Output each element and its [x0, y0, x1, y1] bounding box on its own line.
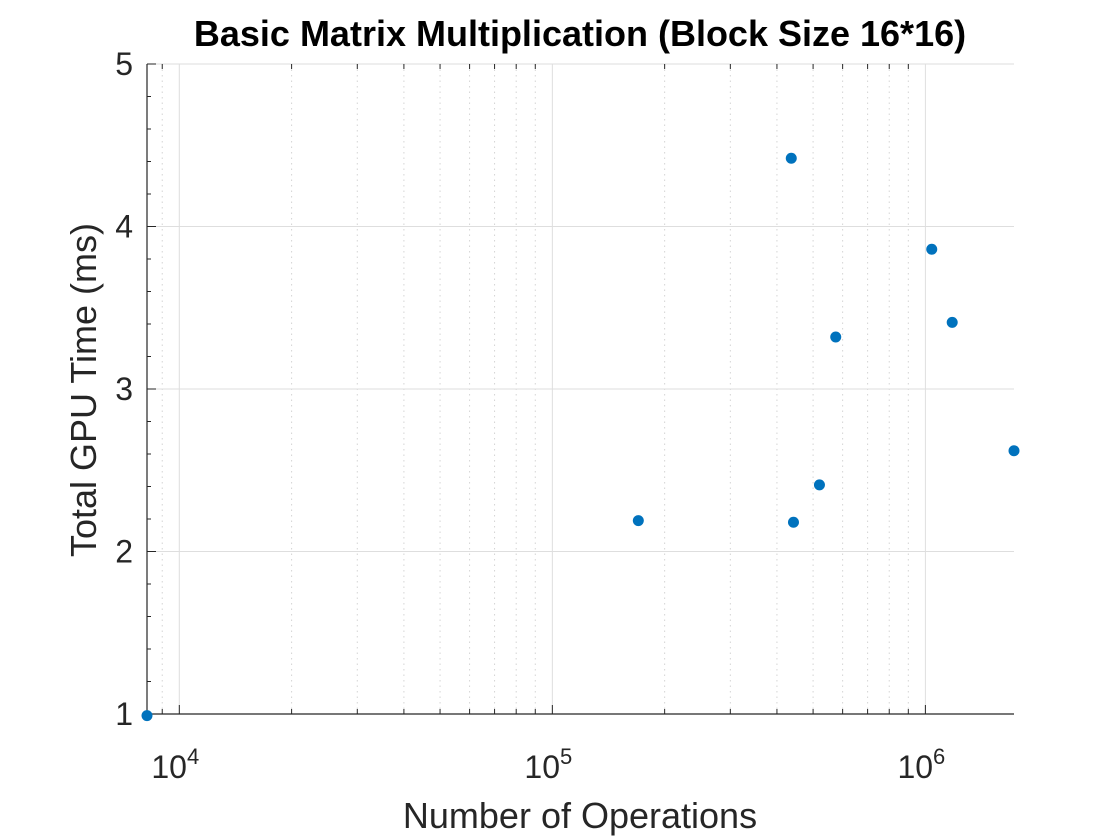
data-point [787, 516, 799, 528]
data-point [926, 243, 938, 255]
x-tick-label: 105 [524, 744, 572, 785]
x-axis-label: Number of Operations [403, 795, 757, 836]
y-tick-label: 5 [115, 46, 133, 82]
data-point [632, 515, 644, 527]
data-point [813, 479, 825, 491]
data-point [946, 316, 958, 328]
data-point [830, 331, 842, 343]
data-point [1008, 445, 1020, 457]
x-tick-label: 104 [151, 744, 199, 785]
data-points [141, 152, 1020, 722]
y-tick-label: 2 [115, 534, 133, 570]
chart-title: Basic Matrix Multiplication (Block Size … [194, 13, 966, 54]
data-point [785, 152, 797, 164]
data-point [141, 710, 153, 722]
x-tick-label: 106 [897, 744, 945, 785]
y-tick-label: 1 [115, 696, 133, 732]
tick-labels: 104 105 106 1 2 3 4 5 [115, 46, 945, 785]
y-tick-label: 4 [115, 209, 133, 245]
y-tick-label: 3 [115, 371, 133, 407]
y-axis-label: Total GPU Time (ms) [63, 223, 104, 557]
